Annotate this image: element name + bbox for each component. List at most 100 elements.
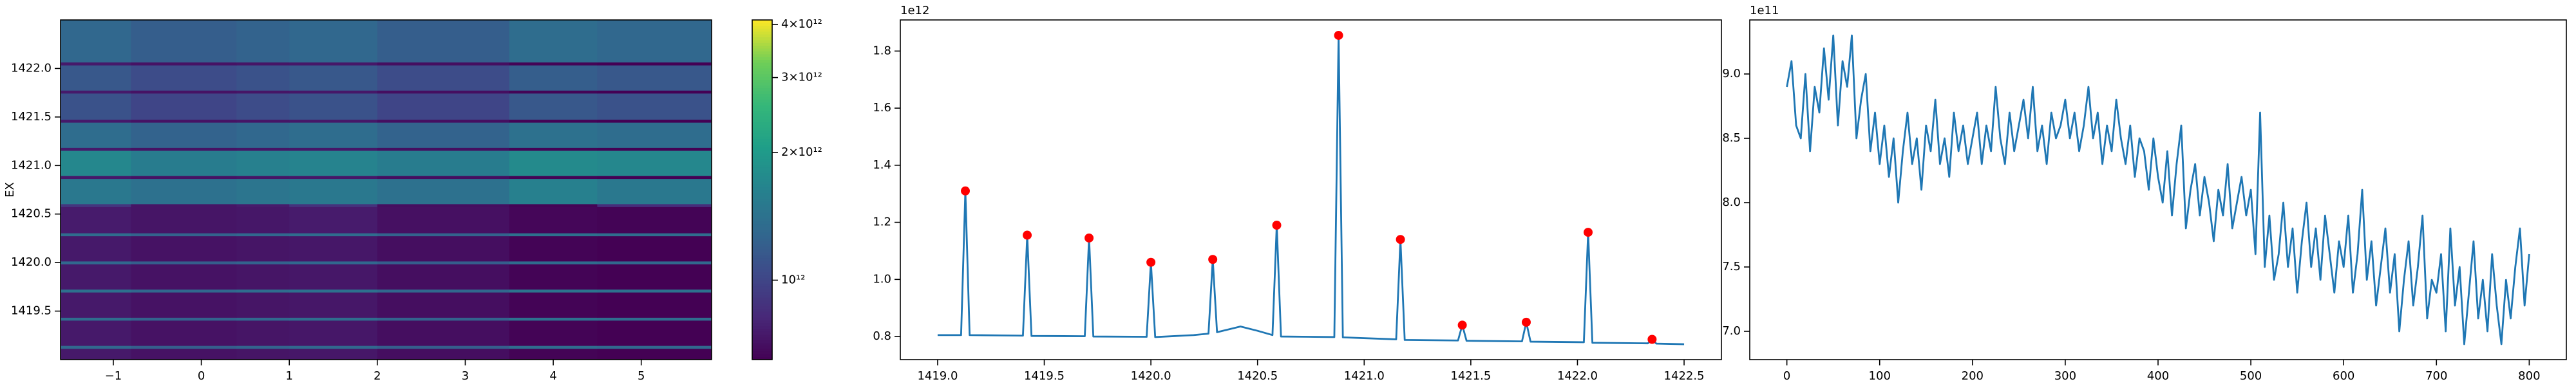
colorbar-gradient — [752, 277, 772, 281]
y-tick-label: 8.5 — [1722, 131, 1741, 145]
colorbar-gradient — [752, 164, 772, 168]
heatmap-cell — [61, 345, 131, 349]
heatmap-cell — [377, 20, 510, 63]
heatmap-cell — [236, 62, 290, 66]
colorbar-gradient — [752, 48, 772, 51]
colorbar-gradient — [752, 223, 772, 227]
heatmap-cell — [377, 150, 510, 176]
x-tick-label: −1 — [105, 369, 122, 383]
peak-point — [961, 186, 971, 196]
colorbar-gradient — [752, 133, 772, 136]
heatmap-cell — [61, 207, 131, 234]
heatmap-cell — [236, 235, 290, 262]
heatmap-cell — [131, 90, 237, 94]
heatmap-cell — [61, 178, 131, 205]
colorbar-gradient — [752, 96, 772, 100]
heatmap-cell — [509, 207, 598, 234]
colorbar-gradient — [752, 71, 772, 75]
colorbar-gradient — [752, 113, 772, 117]
x-tick-label: 100 — [1869, 369, 1891, 383]
colorbar-gradient — [752, 275, 772, 278]
heatmap-cell — [131, 320, 237, 346]
heatmap-cell — [509, 90, 598, 94]
data-line — [937, 34, 1685, 345]
heatmap-cell — [61, 93, 131, 120]
x-tick-label: 5 — [638, 369, 645, 383]
heatmap-cell — [509, 292, 598, 318]
colorbar-gradient — [752, 102, 772, 106]
heatmap-cell — [289, 207, 378, 234]
colorbar-gradient — [752, 31, 772, 35]
heatmap-cell — [289, 90, 378, 94]
heatmap-cell — [61, 261, 131, 264]
heatmap-cell — [509, 93, 598, 120]
heatmap-cell — [131, 261, 237, 264]
colorbar-gradient — [752, 93, 772, 97]
colorbar-tick-label: 2×10¹² — [781, 145, 822, 159]
y-tick-label: 7.5 — [1722, 260, 1741, 273]
colorbar-gradient — [752, 221, 772, 225]
heatmap-cell — [509, 289, 598, 293]
x-tick-label: 1420.5 — [1237, 369, 1278, 383]
x-tick-label: 1421.0 — [1344, 369, 1385, 383]
heatmap-cell — [597, 233, 712, 237]
heatmap-cell — [597, 20, 712, 63]
y-tick-label: 1422.0 — [11, 61, 52, 75]
colorbar-gradient — [752, 152, 772, 156]
y-axis-label: EX — [3, 182, 17, 198]
colorbar-gradient — [752, 212, 772, 216]
colorbar-gradient — [752, 184, 772, 188]
colorbar-gradient — [752, 334, 772, 338]
heatmap-cell — [597, 122, 712, 148]
heatmap-cell — [597, 289, 712, 293]
heatmap-cell — [236, 264, 290, 290]
heatmap-cell — [236, 261, 290, 264]
heatmap-cell — [289, 345, 378, 349]
y-tick-label: 1421.0 — [11, 158, 52, 172]
heatmap-cell — [61, 20, 131, 63]
colorbar-gradient — [752, 178, 772, 182]
heatmap-cell — [509, 261, 598, 264]
heatmap-cell — [597, 65, 712, 91]
colorbar-gradient — [752, 20, 772, 23]
heatmap-cell — [61, 348, 131, 360]
heatmap-cell — [377, 233, 510, 237]
colorbar-gradient — [752, 142, 772, 145]
heatmap-cell — [597, 235, 712, 262]
colorbar-gradient — [752, 249, 772, 253]
y-tick-label: 9.0 — [1722, 67, 1741, 80]
heatmap-cell — [289, 235, 378, 262]
colorbar-gradient — [752, 237, 772, 241]
heatmap-cell — [289, 147, 378, 151]
heatmap-cell — [236, 317, 290, 321]
peak-point — [1084, 233, 1094, 243]
x-tick-label: 1 — [285, 369, 292, 383]
heatmap-cell — [377, 176, 510, 179]
heatmap-cell — [289, 264, 378, 290]
heatmap-cell — [289, 65, 378, 91]
colorbar-gradient — [752, 23, 772, 26]
heatmap-cell — [131, 203, 237, 207]
heatmap-cell — [509, 203, 598, 207]
heatmap-cell — [597, 147, 712, 151]
colorbar-gradient — [752, 65, 772, 69]
x-tick-label: 500 — [2240, 369, 2262, 383]
y-tick-label: 1.0 — [873, 272, 891, 286]
colorbar-gradient — [752, 73, 772, 77]
colorbar-gradient — [752, 176, 772, 179]
heatmap-cell — [236, 20, 290, 63]
y-tick-label: 1420.5 — [11, 207, 52, 221]
heatmap-cell — [61, 150, 131, 176]
colorbar-gradient — [752, 280, 772, 284]
colorbar-gradient — [752, 320, 772, 324]
heatmap-cell — [377, 203, 510, 207]
heatmap-cell — [61, 203, 131, 207]
heatmap-cell — [131, 345, 237, 349]
colorbar-gradient — [752, 172, 772, 176]
x-tick-label: 200 — [1962, 369, 1984, 383]
heatmap-cell — [597, 150, 712, 176]
peak-point — [1208, 255, 1218, 264]
heatmap-cell — [377, 122, 510, 148]
heatmap-cell — [289, 292, 378, 318]
